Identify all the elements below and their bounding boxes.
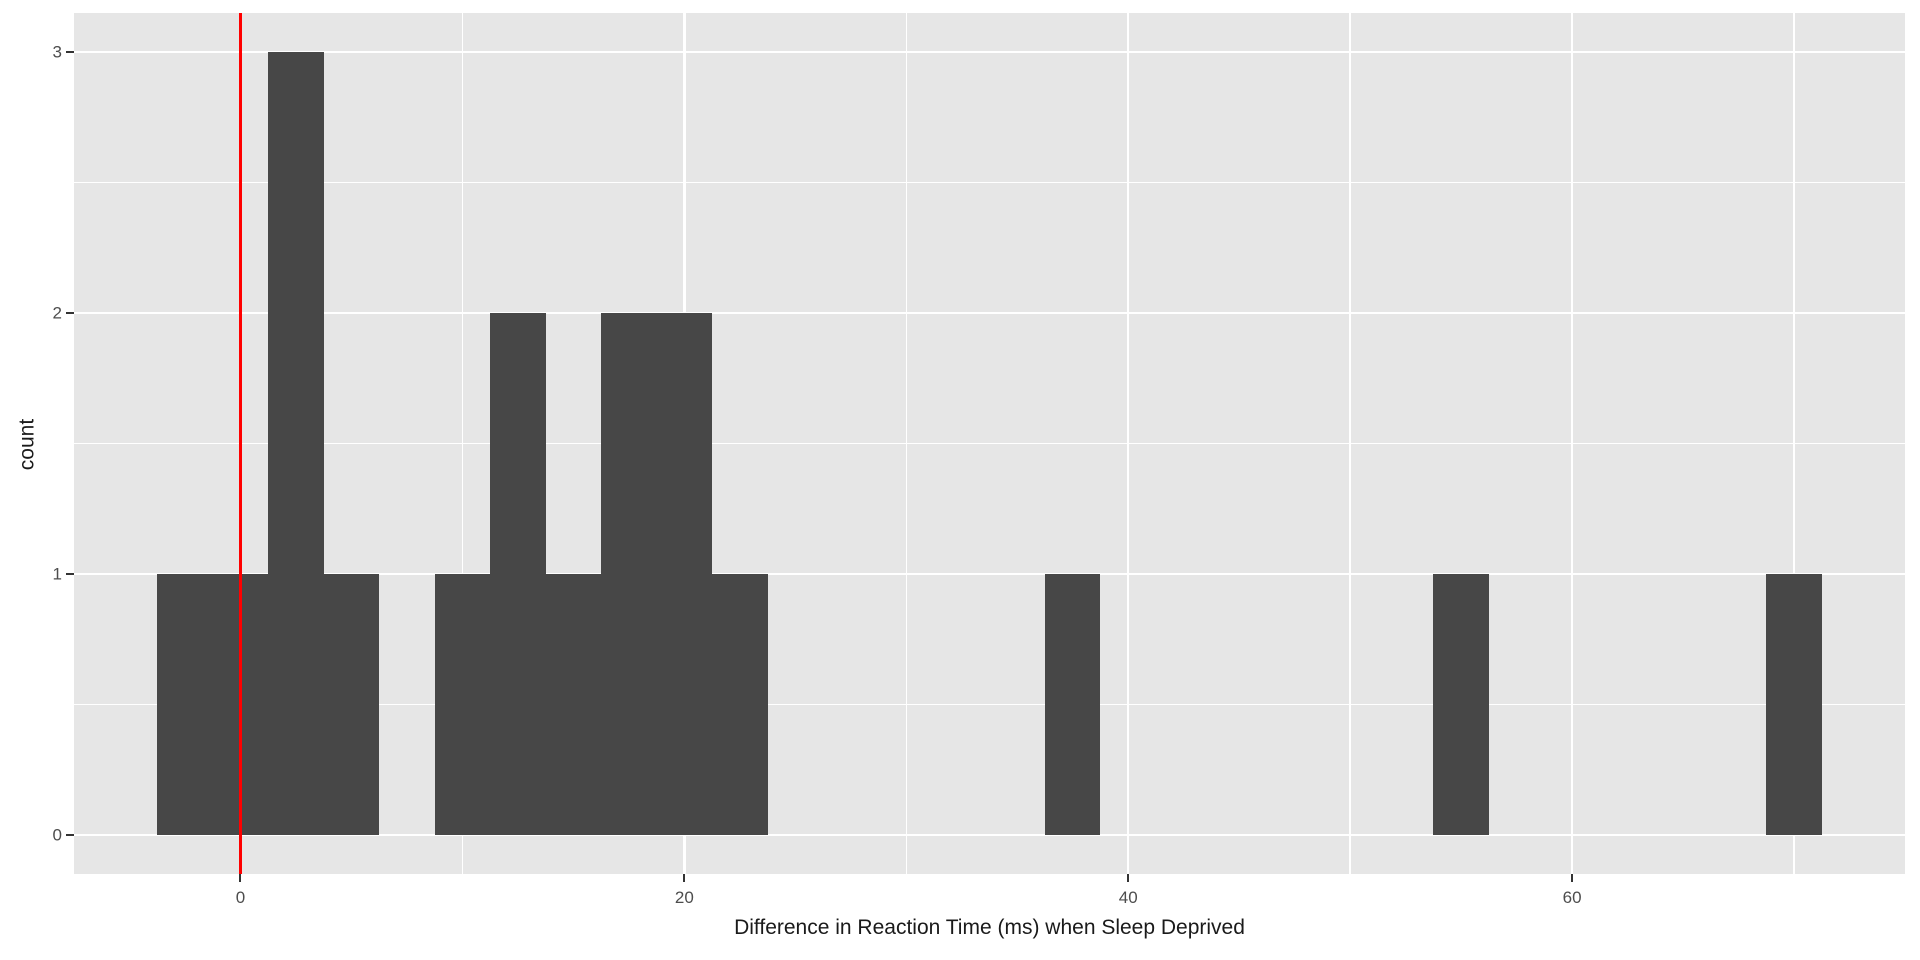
y-tick-label: 0 bbox=[52, 825, 62, 845]
x-axis-title: Difference in Reaction Time (ms) when Sl… bbox=[734, 916, 1245, 939]
y-tick-mark bbox=[66, 833, 74, 836]
y-major-gridline bbox=[74, 833, 1905, 837]
x-tick-mark bbox=[1127, 874, 1130, 882]
histogram-bar bbox=[1433, 573, 1489, 835]
x-tick-mark bbox=[239, 874, 242, 882]
y-minor-gridline bbox=[74, 442, 1905, 445]
histogram-bar bbox=[712, 573, 768, 835]
x-tick-label: 40 bbox=[1118, 888, 1138, 907]
x-minor-gridline bbox=[1349, 13, 1351, 874]
y-tick-mark bbox=[66, 51, 74, 54]
x-minor-gridline bbox=[905, 13, 908, 874]
y-tick-mark bbox=[66, 312, 74, 315]
y-minor-gridline bbox=[74, 181, 1905, 184]
x-minor-gridline bbox=[461, 13, 464, 874]
y-tick-mark bbox=[66, 572, 74, 575]
histogram-bar bbox=[434, 573, 491, 835]
histogram-bar bbox=[1766, 573, 1822, 835]
y-major-gridline bbox=[74, 311, 1905, 315]
y-tick-label: 2 bbox=[52, 303, 62, 323]
histogram-bar bbox=[268, 52, 324, 835]
y-major-gridline bbox=[74, 50, 1905, 54]
zero-reference-line bbox=[238, 13, 242, 874]
y-major-gridline bbox=[74, 572, 1905, 576]
histogram-bar bbox=[656, 313, 713, 835]
histogram-bar bbox=[323, 573, 380, 835]
y-axis-title: count bbox=[15, 418, 39, 470]
x-major-gridline bbox=[1570, 13, 1574, 874]
histogram-bar bbox=[490, 313, 546, 835]
x-tick-mark bbox=[1571, 874, 1574, 882]
y-tick-label: 3 bbox=[52, 42, 62, 62]
y-tick-label: 1 bbox=[52, 564, 62, 584]
y-minor-gridline bbox=[74, 703, 1905, 706]
x-tick-mark bbox=[683, 874, 686, 882]
histogram-bar bbox=[545, 573, 602, 835]
histogram-bar bbox=[1044, 573, 1101, 835]
x-tick-label: 0 bbox=[235, 888, 246, 907]
x-major-gridline bbox=[1126, 13, 1130, 874]
x-minor-gridline bbox=[1793, 13, 1795, 874]
histogram-bar bbox=[157, 573, 213, 835]
histogram-bar bbox=[601, 313, 657, 835]
x-tick-label: 20 bbox=[674, 888, 694, 907]
x-tick-label: 60 bbox=[1562, 888, 1582, 907]
